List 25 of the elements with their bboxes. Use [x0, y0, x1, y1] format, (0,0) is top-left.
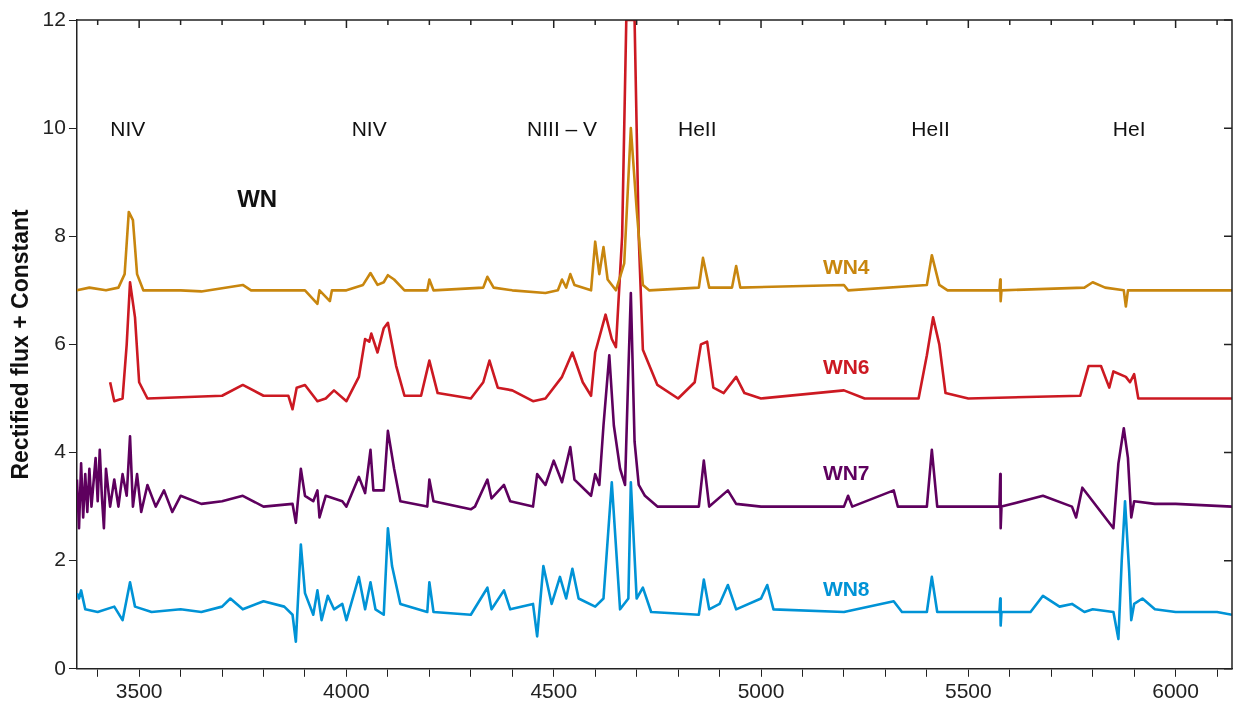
- series-label: WN8: [822, 576, 870, 600]
- annotation: HeII: [911, 117, 950, 141]
- y-tick-label: 2: [54, 547, 66, 571]
- annotation: HeI: [1112, 117, 1146, 141]
- x-tick-label: 3500: [115, 679, 163, 703]
- x-tick-label: 6000: [1152, 679, 1199, 703]
- x-tick-label: 5500: [944, 679, 992, 703]
- series-label: WN7: [822, 460, 870, 484]
- y-tick-label: 12: [42, 6, 66, 30]
- annotation: WN: [237, 184, 278, 212]
- annotation: NIII – V: [527, 117, 598, 141]
- series-label: WN4: [822, 255, 870, 279]
- y-tick-label: 8: [54, 223, 66, 247]
- annotation: HeII: [677, 117, 717, 141]
- x-tick-label: 5000: [737, 679, 785, 703]
- annotation: NIV: [110, 117, 146, 141]
- y-tick-label: 4: [54, 439, 67, 463]
- y-tick-label: 10: [42, 114, 66, 138]
- x-tick-label: 4500: [530, 679, 578, 703]
- annotation: NIV: [351, 117, 387, 141]
- y-tick-label: 0: [54, 655, 66, 679]
- x-tick-label: 4000: [323, 679, 370, 703]
- y-tick-label: 6: [54, 331, 66, 355]
- y-axis-title: Rectified flux + Constant: [7, 208, 34, 480]
- series-label: WN6: [822, 355, 870, 379]
